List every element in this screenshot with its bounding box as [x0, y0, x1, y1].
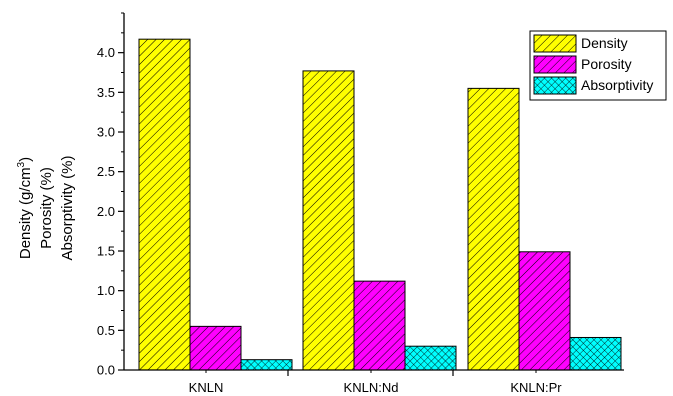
bar-hatch: [240, 359, 293, 371]
legend-item-porosity: Porosity: [533, 55, 632, 74]
bar-density-knln-nd: [302, 70, 355, 371]
y-axis-title-absorptivity: Absorptivity (%): [59, 155, 76, 260]
bar-hatch: [467, 87, 520, 371]
y-tick-label: 1.0: [97, 283, 115, 298]
y-tick-label: 2.5: [97, 164, 115, 179]
y-tick-label: 0.0: [97, 363, 115, 378]
y-tick-label: 0.5: [97, 323, 115, 338]
x-category-label: KNLN:Pr: [510, 380, 562, 395]
bar-hatch: [353, 280, 406, 371]
x-category-label: KNLN:Nd: [344, 380, 399, 395]
legend-label: Porosity: [581, 56, 632, 72]
bar-hatch: [189, 325, 242, 371]
y-tick-label: 3.0: [97, 125, 115, 140]
bar-porosity-knln-nd: [353, 280, 406, 371]
legend-swatch: [533, 34, 577, 53]
y-tick-label: 1.5: [97, 244, 115, 259]
legend-item-absorptivity: Absorptivity: [533, 76, 653, 95]
y-axis-title: Density (g/cm3) Porosity (%) Absorptivit…: [16, 155, 76, 260]
bar-absorptivity-knln-nd: [404, 345, 457, 371]
ticks-group: 0.0 0.5 1.0 1.5 2.0 2.5 3.0 3.5 4.0: [97, 12, 124, 378]
bar-absorptivity-knln: [240, 359, 293, 371]
bar-porosity-knln-pr: [518, 251, 571, 371]
bar-density-knln-pr: [467, 87, 520, 371]
bar-density-knln: [138, 38, 191, 371]
bar-hatch: [302, 70, 355, 371]
y-tick-label: 3.5: [97, 85, 115, 100]
y-tick-label: 4.0: [97, 45, 115, 60]
x-category-label: KNLN: [189, 380, 224, 395]
legend: Density Porosity Absorptivity: [529, 30, 667, 101]
bar-hatch: [518, 251, 571, 371]
bars-group: [138, 38, 622, 371]
bar-hatch: [138, 38, 191, 371]
legend-item-density: Density: [533, 34, 628, 53]
legend-swatch: [533, 76, 577, 95]
y-axis-title-porosity: Porosity (%): [38, 167, 55, 249]
bar-hatch: [404, 345, 457, 371]
legend-label: Density: [581, 35, 628, 51]
y-axis-title-superscript: 3: [16, 161, 27, 167]
y-tick-label: 2.0: [97, 204, 115, 219]
category-labels-group: KNLN KNLN:Nd KNLN:Pr: [189, 370, 562, 395]
bar-absorptivity-knln-pr: [569, 336, 622, 371]
y-axis-title-density: Density (g/cm3): [16, 157, 34, 259]
legend-swatch: [533, 55, 577, 74]
bar-hatch: [569, 336, 622, 371]
legend-label: Absorptivity: [581, 77, 653, 93]
bar-porosity-knln: [189, 325, 242, 371]
